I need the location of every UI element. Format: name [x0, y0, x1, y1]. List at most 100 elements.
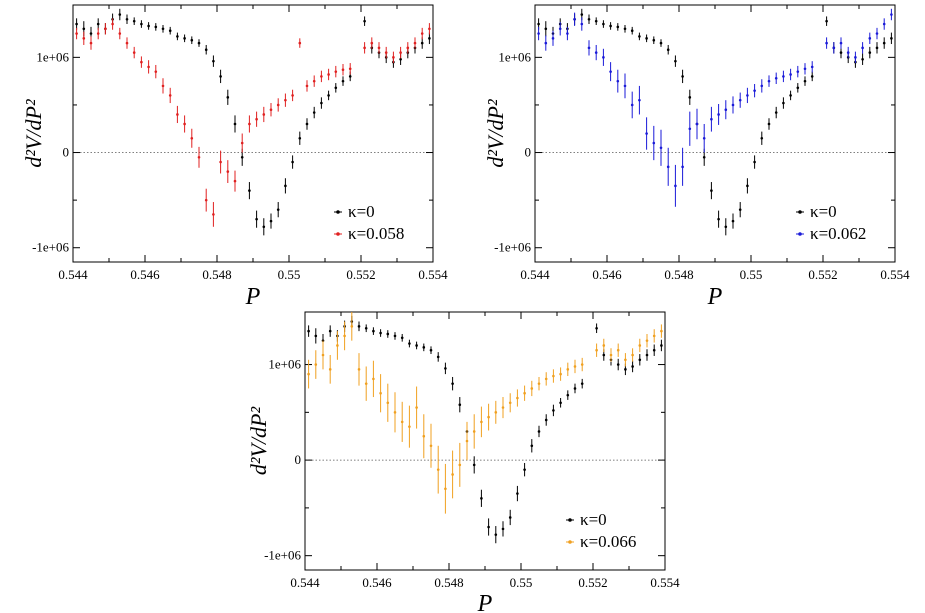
data-point: [732, 220, 735, 223]
data-point: [371, 42, 374, 45]
data-point: [531, 444, 534, 447]
x-tick-label: 0.554: [418, 267, 448, 282]
data-point: [336, 344, 339, 347]
data-point: [119, 13, 122, 16]
legend-label: κ=0.058: [348, 224, 404, 243]
data-point: [183, 123, 186, 126]
data-point: [509, 516, 512, 519]
data-point: [639, 358, 642, 361]
x-tick-label: 0.544: [290, 575, 320, 590]
data-point: [147, 66, 150, 69]
data-point: [775, 111, 778, 114]
data-point: [169, 94, 172, 97]
data-point: [646, 354, 649, 357]
data-point: [516, 492, 519, 495]
data-point: [379, 332, 382, 335]
data-point: [638, 99, 641, 102]
data-point: [162, 85, 165, 88]
data-point: [241, 156, 244, 159]
data-point: [198, 156, 201, 159]
data-point: [291, 161, 294, 164]
data-point: [365, 327, 368, 330]
data-point: [365, 382, 368, 385]
x-tick-label: 0.546: [362, 575, 392, 590]
data-point: [219, 75, 222, 78]
data-point: [746, 94, 749, 97]
data-point: [75, 32, 78, 35]
data-point: [681, 75, 684, 78]
data-point: [761, 137, 764, 140]
data-point: [315, 363, 318, 366]
data-point: [277, 208, 280, 211]
data-point: [327, 94, 330, 97]
data-point: [320, 102, 323, 105]
data-point: [595, 327, 598, 330]
x-tick-label: 0.552: [578, 575, 607, 590]
data-point: [97, 32, 100, 35]
data-point: [703, 156, 706, 159]
data-point: [567, 368, 570, 371]
data-point: [212, 213, 215, 216]
x-tick-label: 0.554: [880, 267, 910, 282]
legend-label: κ=0.062: [810, 224, 866, 243]
data-point: [183, 37, 186, 40]
data-point: [696, 123, 699, 126]
data-point: [732, 104, 735, 107]
data-point: [710, 118, 713, 121]
data-point: [322, 354, 325, 357]
data-point: [761, 85, 764, 88]
x-axis-title: P: [707, 284, 723, 310]
x-tick-label: 0.55: [740, 267, 763, 282]
data-point: [351, 325, 354, 328]
data-point: [363, 20, 366, 23]
data-point: [343, 335, 346, 338]
data-point: [480, 421, 483, 424]
data-point: [509, 401, 512, 404]
data-point: [775, 77, 778, 80]
x-tick-label: 0.548: [664, 267, 693, 282]
data-point: [329, 330, 332, 333]
data-point: [387, 333, 390, 336]
legend: κ=0 κ=0.058: [334, 202, 404, 243]
data-point: [660, 344, 663, 347]
data-point: [358, 368, 361, 371]
data-point: [349, 75, 352, 78]
data-point: [833, 47, 836, 50]
legend-label: κ=0: [348, 202, 375, 221]
data-point: [408, 425, 411, 428]
data-point: [653, 142, 656, 145]
data-point: [502, 528, 505, 531]
data-point: [825, 20, 828, 23]
data-point: [667, 166, 670, 169]
data-point: [421, 32, 424, 35]
data-point: [428, 37, 431, 40]
data-point: [378, 47, 381, 50]
data-point: [645, 37, 648, 40]
data-point: [291, 94, 294, 97]
data-point: [126, 42, 129, 45]
data-point: [624, 27, 627, 30]
data-point: [313, 80, 316, 83]
data-point: [725, 108, 728, 111]
data-point: [811, 66, 814, 69]
data-point: [379, 392, 382, 395]
data-point: [284, 185, 287, 188]
data-point: [573, 18, 576, 21]
data-point: [415, 406, 418, 409]
series-kappa-0: [75, 9, 430, 236]
data-point: [840, 51, 843, 54]
data-point: [241, 142, 244, 145]
data-point: [451, 473, 454, 476]
data-point: [717, 218, 720, 221]
y-tick-label: -1e+06: [494, 240, 531, 255]
data-point: [739, 208, 742, 211]
series-kappa-nonzero: [537, 9, 892, 207]
data-point: [574, 365, 577, 368]
data-point: [746, 185, 749, 188]
data-point: [753, 89, 756, 92]
data-point: [703, 137, 706, 140]
x-axis-title: P: [245, 284, 261, 310]
data-point: [890, 13, 893, 16]
data-point: [155, 70, 158, 73]
data-point: [133, 51, 136, 54]
